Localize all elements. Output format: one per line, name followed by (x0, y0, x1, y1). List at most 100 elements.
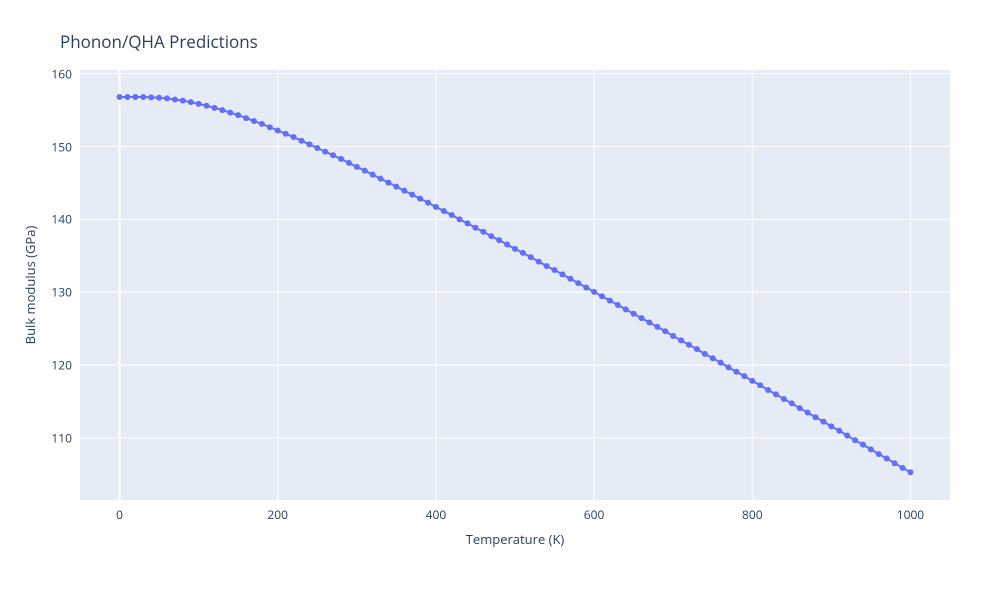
data-marker[interactable] (164, 95, 170, 101)
data-marker[interactable] (828, 423, 834, 429)
data-marker[interactable] (275, 127, 281, 133)
data-marker[interactable] (211, 105, 217, 111)
data-marker[interactable] (892, 460, 898, 466)
data-marker[interactable] (227, 110, 233, 116)
data-marker[interactable] (646, 320, 652, 326)
data-marker[interactable] (726, 364, 732, 370)
data-marker[interactable] (805, 410, 811, 416)
data-marker[interactable] (409, 192, 415, 198)
data-marker[interactable] (251, 118, 257, 124)
data-marker[interactable] (472, 225, 478, 231)
data-marker[interactable] (370, 172, 376, 178)
data-marker[interactable] (117, 94, 123, 100)
data-marker[interactable] (425, 200, 431, 206)
data-marker[interactable] (733, 369, 739, 375)
data-marker[interactable] (702, 351, 708, 357)
data-marker[interactable] (860, 442, 866, 448)
data-marker[interactable] (235, 112, 241, 118)
data-marker[interactable] (306, 141, 312, 147)
data-marker[interactable] (156, 95, 162, 101)
data-marker[interactable] (567, 276, 573, 282)
data-marker[interactable] (267, 124, 273, 130)
data-marker[interactable] (188, 99, 194, 105)
data-marker[interactable] (393, 184, 399, 190)
data-marker[interactable] (552, 267, 558, 273)
data-marker[interactable] (544, 263, 550, 269)
data-marker[interactable] (813, 414, 819, 420)
data-marker[interactable] (852, 437, 858, 443)
data-marker[interactable] (504, 242, 510, 248)
data-marker[interactable] (457, 216, 463, 222)
data-marker[interactable] (710, 355, 716, 361)
data-marker[interactable] (378, 176, 384, 182)
data-marker[interactable] (591, 289, 597, 295)
data-marker[interactable] (346, 160, 352, 166)
data-marker[interactable] (789, 400, 795, 406)
data-marker[interactable] (314, 145, 320, 151)
data-marker[interactable] (773, 391, 779, 397)
data-marker[interactable] (124, 94, 130, 100)
data-marker[interactable] (583, 285, 589, 291)
data-marker[interactable] (362, 168, 368, 174)
data-marker[interactable] (259, 121, 265, 127)
data-marker[interactable] (417, 196, 423, 202)
data-marker[interactable] (204, 103, 210, 109)
data-marker[interactable] (741, 373, 747, 379)
data-marker[interactable] (678, 337, 684, 343)
data-marker[interactable] (876, 451, 882, 457)
data-marker[interactable] (132, 94, 138, 100)
data-marker[interactable] (749, 378, 755, 384)
data-marker[interactable] (907, 469, 913, 475)
data-marker[interactable] (465, 220, 471, 226)
data-marker[interactable] (219, 107, 225, 113)
data-marker[interactable] (820, 419, 826, 425)
data-marker[interactable] (765, 387, 771, 393)
data-marker[interactable] (298, 138, 304, 144)
data-marker[interactable] (757, 382, 763, 388)
data-marker[interactable] (868, 446, 874, 452)
data-marker[interactable] (496, 237, 502, 243)
data-marker[interactable] (686, 342, 692, 348)
data-marker[interactable] (559, 271, 565, 277)
data-marker[interactable] (670, 333, 676, 339)
data-marker[interactable] (354, 164, 360, 170)
data-marker[interactable] (781, 396, 787, 402)
data-marker[interactable] (338, 156, 344, 162)
data-marker[interactable] (243, 115, 249, 121)
data-marker[interactable] (520, 250, 526, 256)
data-marker[interactable] (480, 229, 486, 235)
data-marker[interactable] (433, 204, 439, 210)
data-marker[interactable] (441, 208, 447, 214)
data-marker[interactable] (322, 149, 328, 155)
data-marker[interactable] (662, 328, 668, 334)
data-marker[interactable] (172, 97, 178, 103)
data-marker[interactable] (180, 98, 186, 104)
data-marker[interactable] (639, 315, 645, 321)
data-marker[interactable] (836, 428, 842, 434)
data-marker[interactable] (797, 405, 803, 411)
data-marker[interactable] (401, 188, 407, 194)
data-marker[interactable] (330, 152, 336, 158)
data-marker[interactable] (623, 306, 629, 312)
data-marker[interactable] (196, 101, 202, 107)
data-marker[interactable] (654, 324, 660, 330)
data-marker[interactable] (884, 455, 890, 461)
data-marker[interactable] (615, 302, 621, 308)
data-marker[interactable] (694, 346, 700, 352)
data-marker[interactable] (283, 131, 289, 137)
data-marker[interactable] (844, 433, 850, 439)
data-marker[interactable] (148, 94, 154, 100)
data-marker[interactable] (385, 180, 391, 186)
data-marker[interactable] (599, 293, 605, 299)
data-marker[interactable] (488, 233, 494, 239)
data-marker[interactable] (512, 246, 518, 252)
data-marker[interactable] (140, 94, 146, 100)
data-marker[interactable] (528, 254, 534, 260)
data-marker[interactable] (900, 465, 906, 471)
data-marker[interactable] (575, 280, 581, 286)
data-marker[interactable] (718, 360, 724, 366)
data-marker[interactable] (536, 259, 542, 265)
data-marker[interactable] (449, 212, 455, 218)
data-marker[interactable] (607, 298, 613, 304)
data-marker[interactable] (631, 311, 637, 317)
